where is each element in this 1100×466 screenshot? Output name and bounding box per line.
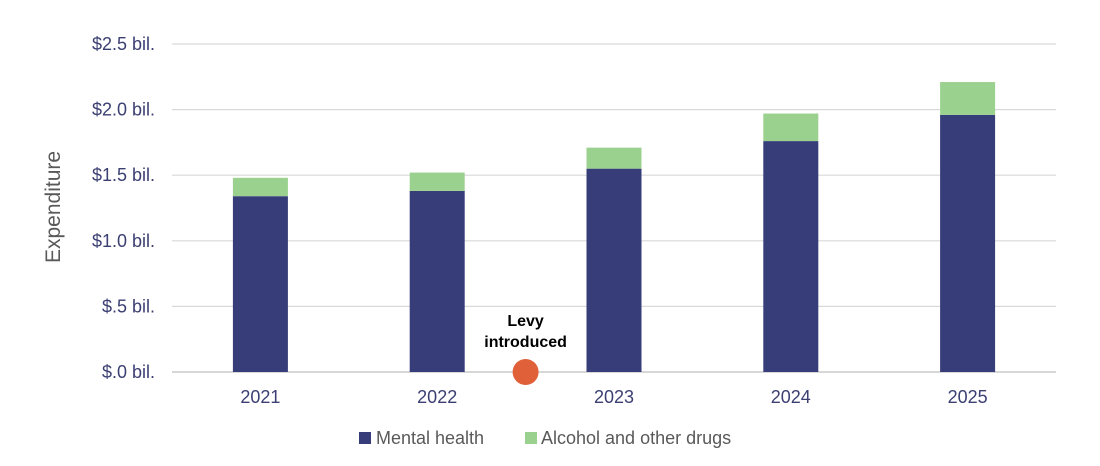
x-tick-label-2023: 2023: [594, 387, 634, 407]
y-tick-label-1: $.5 bil.: [102, 296, 155, 316]
y-tick-labels: $.0 bil. $.5 bil. $1.0 bil. $1.5 bil. $2.0 b…: [92, 34, 155, 382]
annotation-text-line2: introduced: [484, 334, 567, 351]
bar-mental-health-2023: [586, 168, 642, 372]
y-tick-label-2: $1.0 bil.: [92, 231, 155, 251]
x-tick-labels: 2021 2022 2023 2024 2025: [240, 387, 987, 407]
y-tick-label-3: $1.5 bil.: [92, 165, 155, 185]
legend: Mental health Alcohol and other drugs: [359, 428, 731, 448]
y-tick-label-5: $2.5 bil.: [92, 34, 155, 54]
annotation-text-line1: Levy: [507, 313, 544, 330]
x-tick-label-2021: 2021: [240, 387, 280, 407]
legend-label-mental-health: Mental health: [376, 428, 484, 448]
x-tick-label-2025: 2025: [948, 387, 988, 407]
bars: [232, 82, 996, 373]
bar-alcohol-and-other-drugs-2025: [940, 82, 996, 115]
bar-alcohol-and-other-drugs-2023: [586, 147, 642, 169]
bar-mental-health-2025: [940, 114, 996, 373]
bar-mental-health-2022: [409, 190, 465, 372]
bar-alcohol-and-other-drugs-2021: [232, 177, 288, 197]
x-tick-label-2022: 2022: [417, 387, 457, 407]
legend-swatch-alcohol-and-other-drugs: [525, 432, 537, 444]
legend-label-alcohol-and-other-drugs: Alcohol and other drugs: [541, 428, 731, 448]
x-tick-label-2024: 2024: [771, 387, 811, 407]
bar-mental-health-2021: [232, 196, 288, 372]
levy-annotation: Levy introduced: [484, 313, 567, 385]
legend-swatch-mental-health: [359, 432, 371, 444]
bar-alcohol-and-other-drugs-2022: [409, 172, 465, 191]
y-tick-label-4: $2.0 bil.: [92, 100, 155, 120]
bar-alcohol-and-other-drugs-2024: [763, 113, 819, 142]
bar-mental-health-2024: [763, 141, 819, 372]
y-axis-label: Expenditure: [42, 151, 65, 263]
annotation-marker: [512, 359, 539, 385]
y-tick-label-0: $.0 bil.: [102, 362, 155, 382]
